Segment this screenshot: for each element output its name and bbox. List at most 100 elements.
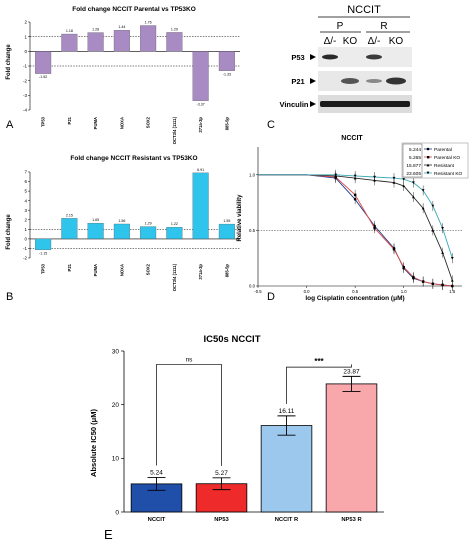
blot-strip-p53: [318, 47, 412, 67]
panel-d-point: [412, 181, 415, 184]
panel-b-bar: [35, 238, 52, 251]
panel-a-value-label: 1.76: [145, 21, 152, 25]
panel-d-point: [412, 195, 415, 199]
panel-b-y-tick-label: 6: [24, 179, 27, 184]
panel-d-point: [353, 193, 357, 197]
blot-row-p53: P53: [291, 53, 304, 62]
panel-b-value-label: 1.22: [171, 222, 178, 226]
panel-b-bar: [87, 222, 104, 240]
panel-b-plot: -2 -1 0 1 2 3 4 5 6 7 -1.15 TP53 2.15 P21 1.65 PUMA 1.56…: [23, 168, 240, 291]
panel-a-bar: [113, 30, 130, 52]
panel-b-x-tick-label: PUMA: [93, 264, 98, 276]
panel-b-value-label: 1.29: [145, 222, 152, 226]
legend-ic50-parental: 5.244: [409, 147, 421, 153]
panel-c: NCCIT P R Δ/- KO Δ/- KO P53 P21 Vinculin…: [267, 4, 412, 131]
panel-e-bar: [260, 425, 313, 513]
panel-b-value-label: 1.65: [92, 218, 99, 222]
panel-e-significance-bracket: [286, 364, 352, 404]
legend-marker-parental-ko: [427, 156, 430, 159]
panel-d-point: [431, 229, 435, 232]
panel-a-title: Fold change NCCIT Parental vs TP53KO: [72, 6, 196, 13]
panel-a-value-label: -3.37: [197, 102, 205, 106]
band-p53-lane1: [322, 54, 338, 60]
panel-b-value-label: 6.91: [197, 168, 204, 172]
panel-d-x-tick-label: -0.5: [254, 289, 262, 294]
panel-a-bar: [218, 51, 235, 71]
panel-e-x-tick-label: NP53 R: [341, 517, 362, 523]
panel-d-point: [441, 226, 444, 230]
panel-b-value-label: 1.55: [223, 219, 230, 223]
legend-ic50-resistant: 15.877: [406, 163, 421, 169]
panel-d-point: [441, 251, 444, 254]
panel-a-y-tick-label: 2: [24, 20, 27, 25]
panel-a-value-label: 1.29: [171, 27, 178, 31]
panel-a-value-label: -1.33: [223, 72, 231, 76]
panel-a-y-tick-label: 1: [24, 34, 27, 39]
panel-a-value-label: 1.18: [66, 29, 73, 33]
legend-marker-resistant-ko: [426, 171, 430, 175]
panel-d-point: [441, 283, 444, 287]
panel-d-y-tick-label: 1.0: [249, 172, 256, 177]
panel-e-significance-bracket: [156, 364, 222, 466]
legend-label-parental: Parental: [434, 147, 452, 153]
panel-d-point: [412, 275, 415, 279]
legend-marker-parental: [426, 147, 430, 151]
panel-d-xlabel: log Cisplatin concentration (μM): [305, 295, 404, 302]
panel-e-letter: E: [104, 527, 113, 542]
panel-e-title: IC50s NCCIT: [203, 334, 260, 345]
panel-a-letter: A: [6, 119, 14, 131]
panel-e-y-tick-label: 10: [112, 456, 120, 463]
legend-label-parental-ko: Parental KO: [434, 155, 460, 161]
panel-e: IC50s NCCIT Absolute IC50 (μM) 0 10 20 30 5.…: [89, 334, 384, 542]
panel-b-x-tick-label: SOX2: [146, 263, 151, 275]
panel-a-y-tick-label: -1: [23, 64, 27, 69]
panel-d-point: [450, 279, 454, 282]
panel-b-x-tick-label: P21: [67, 263, 72, 271]
panel-d-point: [431, 282, 435, 285]
band-p21-lane3: [366, 79, 382, 83]
panel-b-bar: [218, 223, 235, 240]
panel-a-bar: [166, 32, 183, 52]
legend-label-resistant-ko: Resistant KO: [434, 171, 463, 177]
panel-b-bar: [192, 172, 209, 240]
panel-b-y-tick-label: -1: [23, 246, 27, 251]
panel-d-point: [450, 257, 454, 260]
legend-ic50-box: [402, 143, 423, 178]
panel-b-y-tick-label: 7: [24, 170, 27, 175]
panel-e-plot: 0 10 20 30 5.24 NCCIT 5.27 NP53 16.11 NCCIT R 23.8…: [112, 348, 384, 523]
panel-d-point: [421, 280, 425, 283]
panel-d-point: [402, 178, 406, 181]
panel-d-title: NCCIT: [341, 135, 363, 142]
blot-strip-p21: [318, 71, 412, 91]
panel-b-title: Fold change NCCIT Resistant vs TP53KO: [70, 155, 197, 162]
panel-d-point: [373, 226, 376, 230]
panel-d-y-tick-label: 0.0: [249, 284, 256, 289]
panel-d: NCCIT Relative viability log Cisplatin c…: [237, 135, 469, 303]
blot-group-p: P: [337, 21, 344, 32]
panel-d-x-tick-label: 1.0: [401, 289, 408, 294]
panel-d-series-line: [258, 174, 453, 281]
panel-d-point: [431, 204, 435, 208]
panel-b-ylabel: Fold change: [6, 214, 12, 250]
panel-a-y-tick-label: 0: [24, 49, 27, 54]
panel-b-letter: B: [6, 291, 13, 303]
panel-a: Fold change NCCIT Parental vs TP53KO Fol…: [6, 6, 240, 144]
panel-d-point: [402, 265, 405, 269]
panel-a-x-tick-label: PUMA: [93, 117, 98, 129]
panel-b-value-label: -1.15: [39, 251, 47, 255]
panel-d-point: [353, 174, 357, 178]
panel-e-y-tick-label: 30: [112, 348, 120, 355]
panel-b: Fold change NCCIT Resistant vs TP53KO Fo…: [6, 155, 240, 303]
panel-d-x-tick-label: 1.5: [449, 289, 456, 294]
blot-row-vinculin: Vinculin: [279, 100, 308, 109]
panel-a-ylabel: Fold change: [6, 44, 12, 80]
panel-e-significance-label: ns: [186, 356, 194, 363]
legend-ic50-resistant-ko: 23.605: [406, 171, 421, 177]
panel-a-y-tick-label: -3: [23, 93, 27, 98]
panel-d-point: [421, 206, 425, 210]
panel-e-y-tick-label: 20: [112, 402, 120, 409]
panel-b-y-tick-label: 5: [24, 189, 27, 194]
panel-b-y-tick-label: 0: [24, 236, 27, 241]
panel-d-x-tick-label: 0.5: [352, 289, 359, 294]
panel-b-bar: [166, 227, 183, 240]
